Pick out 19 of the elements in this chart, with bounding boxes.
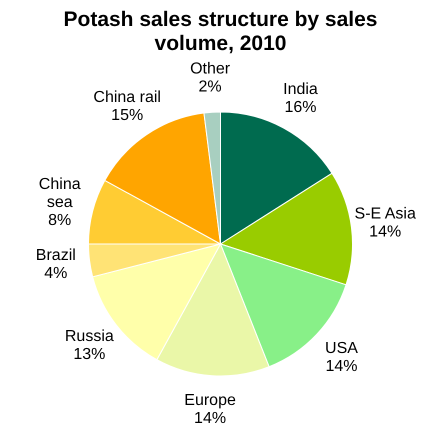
slice-label: China sea xyxy=(38,176,81,212)
data-label: 4% xyxy=(44,265,68,282)
data-label: 14% xyxy=(369,224,402,241)
data-label: 16% xyxy=(284,98,316,116)
data-label: 14% xyxy=(194,410,226,428)
slice-label: Europe xyxy=(184,392,236,410)
slice-label: Brazil xyxy=(36,247,76,264)
data-label: 8% xyxy=(48,212,72,230)
slice-label: Other xyxy=(190,60,231,78)
data-label: 13% xyxy=(73,346,106,364)
data-label: 15% xyxy=(111,107,144,124)
data-label: 14% xyxy=(325,358,358,376)
data-label: 2% xyxy=(198,78,222,96)
slice-label: USA xyxy=(325,340,358,358)
slice-label: S-E Asia xyxy=(354,206,416,223)
chart-title: Potash sales structure by sales volume, 2010 xyxy=(62,8,378,56)
slice-label: China rail xyxy=(93,89,161,106)
slice-label: Russia xyxy=(64,328,114,346)
slice-label: India xyxy=(283,80,318,98)
